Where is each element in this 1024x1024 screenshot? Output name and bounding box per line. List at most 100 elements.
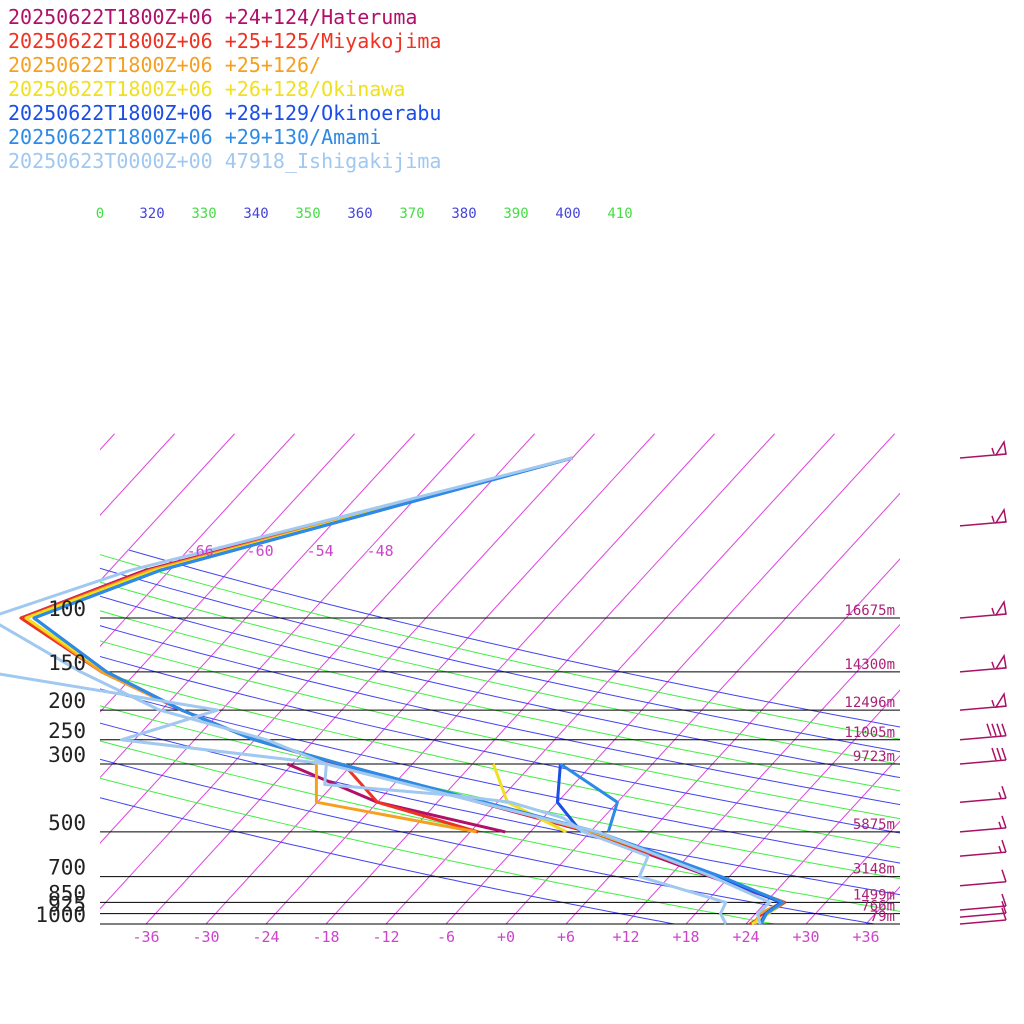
wind-barb-half-flag xyxy=(991,699,995,707)
theta-label: 370 xyxy=(399,206,424,222)
wind-barb-staff xyxy=(959,905,1007,911)
wind-barb-flag xyxy=(991,723,997,737)
isobar-lines xyxy=(100,617,900,925)
height-label: 766m xyxy=(861,899,895,915)
axis-labels: 100 16675m 150 14300m 200 12496m 250 11005m 300 9… xyxy=(35,206,895,946)
theta-label: 330 xyxy=(191,206,216,222)
theta-curve xyxy=(100,625,900,806)
theta-curve xyxy=(100,581,900,765)
wind-barb xyxy=(959,907,1007,925)
wind-barb-half-flag xyxy=(998,791,1002,799)
wind-barb xyxy=(959,747,1007,765)
theta-label: 360 xyxy=(347,206,372,222)
height-label: 79m xyxy=(870,909,895,925)
wind-barb xyxy=(959,785,1007,803)
legend-entry: 20250622T1800Z+06 +24+124/Hateruma xyxy=(8,5,417,29)
temperature-tick-label: -30 xyxy=(192,928,219,946)
wind-barb-staff xyxy=(959,851,1007,857)
wind-barb-pennant xyxy=(994,692,1007,709)
height-label: 9723m xyxy=(853,749,895,765)
wind-barb-flag xyxy=(986,723,992,737)
isotherm-line xyxy=(100,433,535,910)
dewpoint-profile xyxy=(555,763,583,833)
theta-label: 400 xyxy=(555,206,580,222)
pressure-label: 300 xyxy=(48,743,86,767)
temperature-profile xyxy=(19,456,785,925)
isotherm-line xyxy=(505,492,900,924)
theta-curve xyxy=(100,740,900,912)
theta-curve xyxy=(100,797,675,924)
upper-isotherm-label: -66 xyxy=(187,542,214,560)
wind-barb xyxy=(959,599,1007,619)
dewpoint-profile xyxy=(314,764,477,834)
theta-label: 350 xyxy=(295,206,320,222)
wind-barb xyxy=(959,900,1007,918)
pressure-label: 850 xyxy=(48,881,86,905)
theta-curve xyxy=(100,656,900,834)
isotherm-line xyxy=(145,433,595,924)
wind-barb-flag xyxy=(1001,839,1007,853)
theta-curve xyxy=(100,688,900,864)
wind-barb-flag xyxy=(1001,747,1007,761)
height-label: 16675m xyxy=(844,603,895,619)
legend-entry: 20250623T0000Z+00 47918_Ishigakijima xyxy=(8,149,441,173)
theta-label: 390 xyxy=(503,206,528,222)
wind-barb-staff xyxy=(959,797,1007,803)
wind-barb-pennant xyxy=(994,653,1007,670)
wind-barb-pennant xyxy=(994,507,1007,524)
wind-barb-flag xyxy=(991,747,997,761)
theta-curve xyxy=(100,567,900,753)
wind-barb xyxy=(959,815,1007,833)
legend-entry: 20250622T1800Z+06 +28+129/Okinoerabu xyxy=(8,101,441,125)
pressure-label: 1000 xyxy=(35,903,86,927)
isotherm-line xyxy=(445,433,895,924)
isotherm-line xyxy=(100,433,475,844)
wind-barb-flag xyxy=(996,747,1002,761)
height-label: 11005m xyxy=(844,725,895,741)
pressure-label: 250 xyxy=(48,719,86,743)
pressure-label: 200 xyxy=(48,689,86,713)
wind-barb xyxy=(959,692,1007,711)
upper-isotherm-label: -60 xyxy=(247,542,274,560)
temperature-tick-label: +30 xyxy=(792,928,819,946)
wind-barb-staff xyxy=(959,759,1007,765)
wind-barb-flag xyxy=(1001,900,1007,914)
theta-curve xyxy=(100,777,775,924)
temperature-tick-label: +24 xyxy=(732,928,759,946)
legend-entry: 20250622T1800Z+06 +29+130/Amami xyxy=(8,125,381,149)
wind-barb-staff xyxy=(959,912,1007,918)
height-label: 3148m xyxy=(853,862,895,878)
wind-barb-flag xyxy=(1001,785,1007,799)
theta-label: 410 xyxy=(607,206,632,222)
theta-curve xyxy=(100,758,875,924)
temperature-tick-label: +18 xyxy=(672,928,699,946)
height-label: 14300m xyxy=(844,657,895,673)
legend-entry: 20250622T1800Z+06 +26+128/Okinawa xyxy=(8,77,405,101)
isotherm-line xyxy=(100,433,415,779)
temperature-tick-label: +6 xyxy=(557,928,575,946)
wind-barb-flag xyxy=(1001,907,1007,921)
wind-barb-flag xyxy=(996,723,1002,737)
isotherm-line xyxy=(265,433,715,924)
isotherm-line xyxy=(565,558,900,924)
wind-barb xyxy=(959,723,1007,741)
wind-barb-half-flag xyxy=(991,661,995,669)
upper-isotherm-label: -54 xyxy=(307,542,334,560)
wind-barb-half-flag xyxy=(998,845,1002,853)
wind-barb-half-flag xyxy=(991,515,995,523)
temperature-tick-label: +0 xyxy=(497,928,515,946)
theta-curve xyxy=(100,705,900,880)
theta-label: 380 xyxy=(451,206,476,222)
temperature-tick-label: -12 xyxy=(372,928,399,946)
temperature-tick-label: -24 xyxy=(252,928,279,946)
legend-entry: 20250622T1800Z+06 +25+126/ xyxy=(8,53,321,77)
temperature-tick-label: -18 xyxy=(312,928,339,946)
temperature-tick-label: +12 xyxy=(612,928,639,946)
isotherm-line xyxy=(685,689,900,924)
wind-barb xyxy=(959,869,1007,887)
wind-barb-flag xyxy=(1001,869,1007,883)
temperature-tick-label: +36 xyxy=(852,928,879,946)
isotherm-line xyxy=(100,433,355,713)
wind-barb-half-flag xyxy=(991,447,995,455)
wind-barb-staff xyxy=(959,919,1007,925)
